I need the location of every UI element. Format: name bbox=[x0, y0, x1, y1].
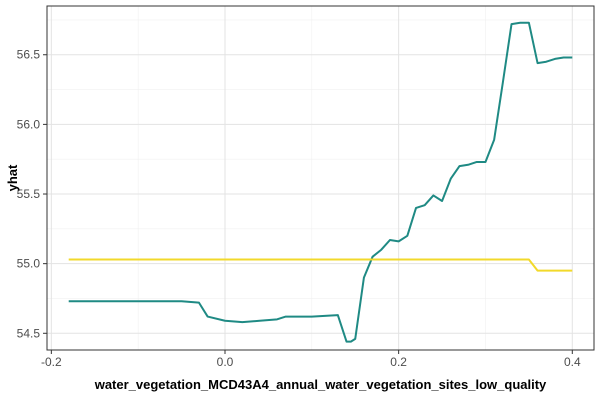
series-line-1 bbox=[68, 21, 573, 343]
series-line-2 bbox=[68, 258, 573, 272]
x-tick-label: 0.2 bbox=[390, 355, 407, 369]
x-tick-label: -0.2 bbox=[41, 355, 62, 369]
y-tick-label: 55.5 bbox=[17, 187, 41, 201]
y-tick-label: 54.5 bbox=[17, 326, 41, 340]
x-tick-label: 0.0 bbox=[217, 355, 234, 369]
grid bbox=[47, 6, 594, 350]
x-tick-label: 0.4 bbox=[564, 355, 581, 369]
axes: -0.2 0.0 0.2 0.4 54.5 55.0 55.5 56.0 56.5 bbox=[17, 48, 581, 369]
y-tick-label: 56.0 bbox=[17, 117, 41, 131]
panel-border bbox=[46, 5, 595, 351]
x-axis-title: water_vegetation_MCD43A4_annual_water_ve… bbox=[94, 377, 547, 392]
y-tick-label: 56.5 bbox=[17, 48, 41, 62]
y-axis-title: yhat bbox=[5, 164, 20, 191]
series-lines bbox=[68, 21, 573, 343]
y-tick-label: 55.0 bbox=[17, 257, 41, 271]
